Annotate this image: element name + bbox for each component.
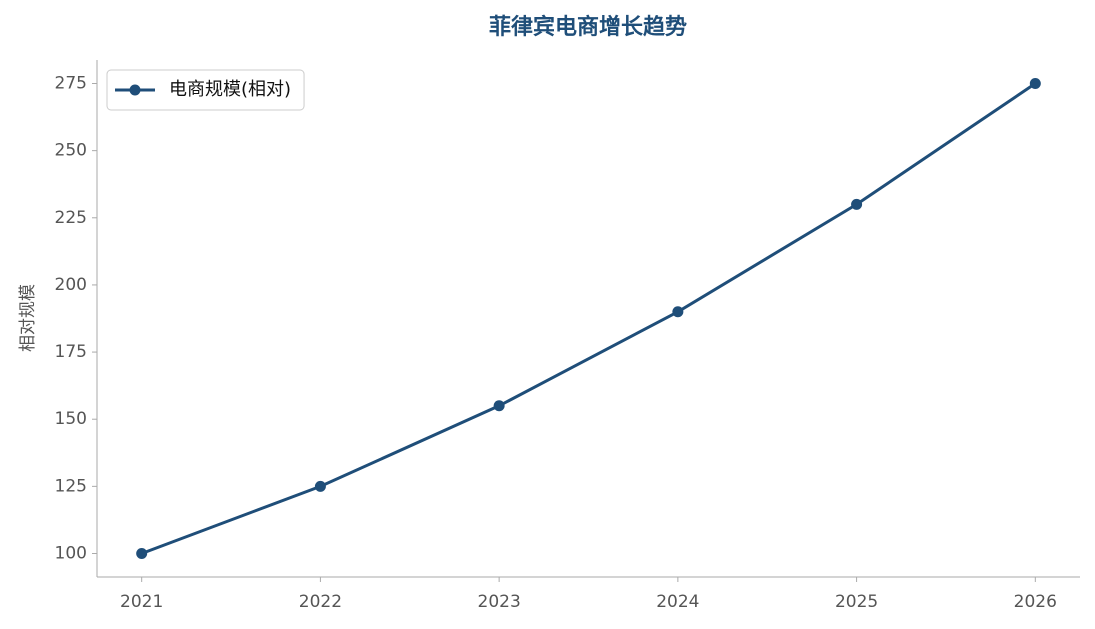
point — [1029, 78, 1041, 89]
point — [672, 306, 684, 318]
y-tick-label: 250 — [55, 141, 87, 161]
legend: 电商规模(相对) — [106, 69, 305, 111]
x-tick-label: 2026 — [1014, 592, 1057, 612]
x-tick-label: 2022 — [299, 592, 342, 612]
y-tick-label: 175 — [55, 342, 87, 362]
x-tick-label: 2024 — [656, 592, 699, 612]
x-tick-label: 2021 — [120, 592, 163, 612]
x-tick-label: 2023 — [478, 592, 521, 612]
y-tick-label: 125 — [55, 476, 87, 496]
y-axis-label: 相对规模 — [18, 284, 38, 352]
legend-marker — [129, 84, 141, 96]
y-tick-label: 225 — [55, 208, 87, 228]
line — [141, 82, 1037, 555]
y-tick-label: 150 — [55, 409, 87, 429]
legend-box — [106, 69, 305, 111]
chart-title: 菲律宾电商增长趋势 — [489, 14, 687, 40]
x-tick-label: 2025 — [835, 592, 878, 612]
point — [493, 400, 505, 412]
y-tick-label: 200 — [55, 275, 87, 295]
point — [314, 480, 326, 492]
y-tick-label: 100 — [55, 544, 87, 564]
point — [136, 548, 148, 559]
legend-label: 电商规模(相对) — [169, 79, 291, 100]
point — [851, 198, 863, 210]
y-tick-label: 275 — [55, 74, 87, 94]
